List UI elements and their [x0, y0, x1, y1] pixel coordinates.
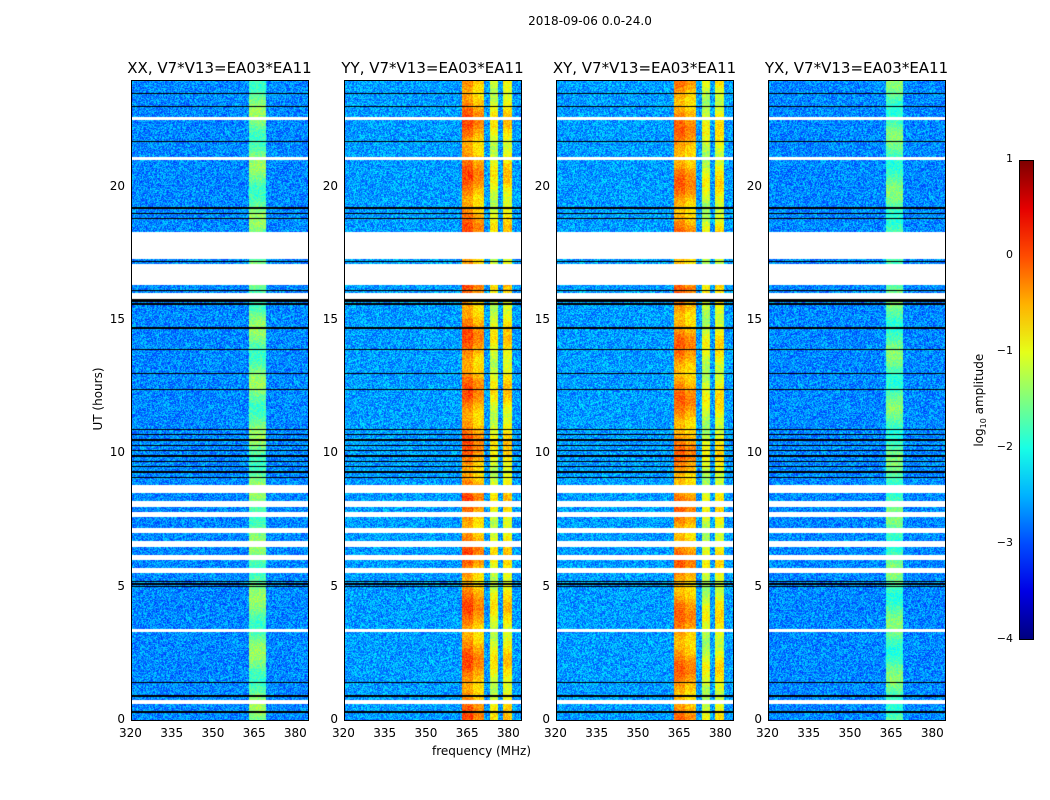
plot-frame [768, 80, 946, 721]
colorbar-label: log10 amplitude [972, 345, 988, 455]
x-tick-label: 335 [160, 726, 184, 740]
colorbar-label-sub: 10 [979, 418, 989, 429]
y-tick-label: 0 [754, 712, 762, 726]
colorbar [1019, 160, 1034, 640]
heatmap-image [131, 80, 308, 720]
y-tick-label: 0 [330, 712, 338, 726]
x-tick-label: 320 [332, 726, 355, 740]
y-tick-label: 10 [534, 445, 550, 460]
y-axis-label: UT (hours) [91, 367, 105, 431]
colorbar-tick-label: −4 [996, 632, 1013, 645]
plot-frame [131, 80, 309, 721]
x-axis-label: frequency (MHz) [432, 744, 532, 758]
x-tick-label: 335 [797, 726, 821, 740]
x-tick-label: 350 [838, 726, 862, 740]
panel-title: XY, V7*V13=EA03*EA11 [552, 59, 737, 77]
y-tick-label: 20 [746, 178, 762, 193]
heatmap-image [344, 80, 521, 720]
y-tick-label: 0 [542, 712, 550, 726]
y-tick-label: 10 [322, 445, 338, 460]
y-tick-label: 15 [746, 312, 762, 326]
spectrogram-panel-xy [556, 80, 734, 721]
x-tick-label: 365 [455, 726, 479, 740]
x-tick-label: 335 [585, 726, 609, 740]
x-tick-label: 365 [879, 726, 903, 740]
plot-frame [344, 80, 522, 721]
y-tick-label: 20 [534, 178, 550, 193]
x-tick-label: 365 [242, 726, 266, 740]
x-tick-label: 380 [496, 726, 520, 740]
heatmap-image [556, 80, 733, 720]
x-tick-label: 380 [283, 726, 307, 740]
y-tick-label: 10 [109, 445, 125, 460]
spectrogram-panel-yx [768, 80, 946, 721]
panel-title: YY, V7*V13=EA03*EA11 [341, 59, 524, 77]
colorbar-tick-label: 0 [1006, 248, 1013, 261]
x-tick-label: 320 [119, 726, 142, 740]
x-tick-label: 350 [414, 726, 438, 740]
y-tick-label: 5 [117, 578, 125, 593]
y-tick-label: 20 [322, 178, 338, 193]
y-tick-label: 5 [542, 578, 550, 593]
heatmap-image [768, 80, 945, 720]
y-tick-label: 15 [322, 312, 338, 326]
x-tick-label: 350 [201, 726, 225, 740]
x-tick-label: 380 [920, 726, 944, 740]
y-tick-label: 20 [109, 178, 125, 193]
colorbar-label-rest: amplitude [971, 353, 986, 419]
x-tick-label: 320 [756, 726, 779, 740]
colorbar-tick-label: −2 [996, 440, 1013, 453]
y-tick-label: 15 [109, 312, 125, 326]
colorbar-tick-label: 1 [1006, 152, 1013, 165]
colorbar-tick-label: −1 [996, 344, 1013, 357]
figure-title: 2018-09-06 0.0-24.0 [528, 14, 652, 28]
y-tick-label: 0 [117, 712, 125, 726]
y-tick-label: 10 [746, 445, 762, 460]
y-tick-label: 5 [330, 578, 338, 593]
x-tick-label: 380 [708, 726, 732, 740]
panel-title: XX, V7*V13=EA03*EA11 [127, 59, 312, 77]
colorbar-tick-label: −3 [996, 536, 1013, 549]
y-tick-label: 15 [534, 312, 550, 326]
colorbar-label-main: log [971, 428, 986, 447]
spectrogram-panel-xx [131, 80, 309, 721]
spectrogram-panel-yy [344, 80, 522, 721]
x-tick-label: 365 [667, 726, 691, 740]
y-tick-label: 5 [754, 578, 762, 593]
x-tick-label: 350 [626, 726, 650, 740]
x-tick-label: 335 [373, 726, 397, 740]
plot-frame [556, 80, 734, 721]
x-tick-label: 320 [544, 726, 567, 740]
panel-title: YX, V7*V13=EA03*EA11 [764, 59, 949, 77]
